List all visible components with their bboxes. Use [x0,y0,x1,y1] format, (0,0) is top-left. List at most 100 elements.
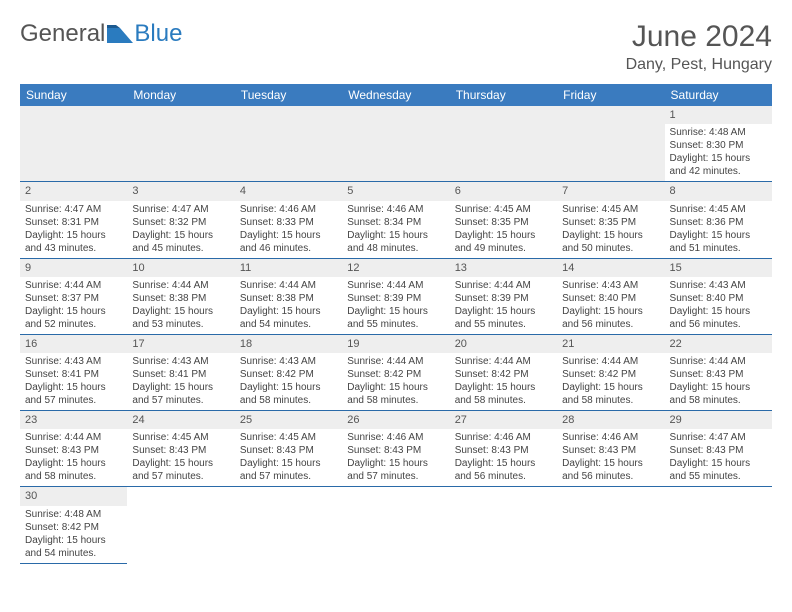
title-block: June 2024 Dany, Pest, Hungary [626,20,772,74]
week-row: 9Sunrise: 4:44 AMSunset: 8:37 PMDaylight… [20,258,772,334]
day-info-line: Sunrise: 4:47 AM [132,203,229,216]
day-cell: 16Sunrise: 4:43 AMSunset: 8:41 PMDayligh… [20,334,127,410]
day-info-line: Sunrise: 4:44 AM [25,279,122,292]
day-info-line: Daylight: 15 hours [240,457,337,470]
day-info-line: and 58 minutes. [562,394,659,407]
weekday-header: Friday [557,84,664,106]
week-row: 23Sunrise: 4:44 AMSunset: 8:43 PMDayligh… [20,411,772,487]
week-row: 16 Sunrise: 4:43 AMSunset: 8:41 PM Dayligh… [20,334,772,410]
day-cell [235,106,342,182]
day-info-line: Sunset: 8:39 PM [347,292,444,305]
day-cell: 19Sunrise: 4:44 AMSunset: 8:42 PMDayligh… [342,334,449,410]
day-info-line: Sunset: 8:35 PM [562,216,659,229]
day-info-line: Sunset: 8:40 PM [670,292,767,305]
day-info-line: Sunset: 8:43 PM [132,444,229,457]
day-info-line: Sunset: 8:38 PM [240,292,337,305]
day-cell: 2Sunrise: 4:47 AMSunset: 8:31 PMDaylight… [20,182,127,258]
day-info-line: Sunrise: 4:45 AM [240,431,337,444]
day-info-line: and 42 minutes. [670,165,767,178]
day-info-line: Sunset: 8:33 PM [240,216,337,229]
day-info-line: Daylight: 15 hours [240,229,337,242]
day-info-line: and 50 minutes. [562,242,659,255]
day-info-line: Sunset: 8:43 PM [670,368,767,381]
day-info-line: Sunrise: 4:46 AM [240,203,337,216]
day-info-line: Daylight: 15 hours [25,305,122,318]
day-info-line: Sunrise: 4:46 AM [562,431,659,444]
day-number: 12 [342,259,449,277]
day-info-line: Sunrise: 4:43 AM [562,279,659,292]
day-info-line: and 43 minutes. [25,242,122,255]
day-info-line: Sunrise: 4:46 AM [347,431,444,444]
day-info-line: and 51 minutes. [670,242,767,255]
day-info-line: Sunset: 8:42 PM [25,521,122,534]
day-cell [557,487,664,563]
day-info-line: and 54 minutes. [240,318,337,331]
day-info-line: Daylight: 15 hours [670,229,767,242]
day-info-line: Daylight: 15 hours [347,381,444,394]
day-info-line: Sunrise: 4:43 AM [132,355,229,368]
day-info-line: Sunset: 8:39 PM [455,292,552,305]
day-number: 28 [557,411,664,429]
day-info-line: Daylight: 15 hours [562,229,659,242]
day-info-line: Sunset: 8:35 PM [455,216,552,229]
day-info-line: Daylight: 15 hours [347,305,444,318]
day-cell: 30Sunrise: 4:48 AMSunset: 8:42 PMDayligh… [20,487,127,563]
day-info-line: Daylight: 15 hours [25,229,122,242]
day-number: 14 [557,259,664,277]
day-info-line: and 57 minutes. [347,470,444,483]
day-info-line: Daylight: 15 hours [562,305,659,318]
day-info-line: and 56 minutes. [670,318,767,331]
logo-text-a: General [20,20,105,48]
day-number: 1 [665,106,772,124]
day-info-line: and 54 minutes. [25,547,122,560]
day-number: 8 [665,182,772,200]
day-info-line: Daylight: 15 hours [455,457,552,470]
day-cell: 8Sunrise: 4:45 AMSunset: 8:36 PMDaylight… [665,182,772,258]
day-number: 13 [450,259,557,277]
day-info-line: Sunset: 8:36 PM [670,216,767,229]
day-info-line: and 55 minutes. [347,318,444,331]
day-info-line: Daylight: 15 hours [132,229,229,242]
day-cell [450,487,557,563]
flag-icon [107,25,133,43]
day-info-line: and 53 minutes. [132,318,229,331]
day-info-line: and 58 minutes. [455,394,552,407]
day-info-line: Sunset: 8:43 PM [347,444,444,457]
day-cell: 17Sunrise: 4:43 AMSunset: 8:41 PMDayligh… [127,334,234,410]
day-number: 27 [450,411,557,429]
day-cell: 26Sunrise: 4:46 AMSunset: 8:43 PMDayligh… [342,411,449,487]
day-number: 25 [235,411,342,429]
day-info-line: and 57 minutes. [240,470,337,483]
day-info-line: Sunset: 8:31 PM [25,216,122,229]
day-cell: 9Sunrise: 4:44 AMSunset: 8:37 PMDaylight… [20,258,127,334]
day-info-line: Sunset: 8:41 PM [132,368,229,381]
day-number: 16 [20,335,127,353]
day-info-line: Daylight: 15 hours [455,305,552,318]
weekday-header: Wednesday [342,84,449,106]
day-number: 19 [342,335,449,353]
month-title: June 2024 [626,20,772,54]
day-number: 2 [20,182,127,200]
day-info-line: and 55 minutes. [670,470,767,483]
day-info-line: Sunrise: 4:46 AM [347,203,444,216]
day-info-line: Sunrise: 4:44 AM [25,431,122,444]
day-info-line: Sunrise: 4:46 AM [455,431,552,444]
day-info-line: Sunrise: 4:44 AM [240,279,337,292]
day-cell [235,487,342,563]
day-number: 17 [127,335,234,353]
day-cell: 27Sunrise: 4:46 AMSunset: 8:43 PMDayligh… [450,411,557,487]
day-number: 24 [127,411,234,429]
day-info-line: Daylight: 15 hours [670,381,767,394]
day-info-line: Sunrise: 4:44 AM [347,279,444,292]
day-cell [665,487,772,563]
day-info-line: Sunrise: 4:47 AM [670,431,767,444]
day-info-line: Sunrise: 4:44 AM [347,355,444,368]
day-number: 21 [557,335,664,353]
day-info-line: and 45 minutes. [132,242,229,255]
day-cell: 15Sunrise: 4:43 AMSunset: 8:40 PMDayligh… [665,258,772,334]
day-number: 29 [665,411,772,429]
day-info-line: Daylight: 15 hours [347,457,444,470]
day-info-line: Daylight: 15 hours [240,305,337,318]
day-info-line: Sunrise: 4:45 AM [132,431,229,444]
weekday-header-row: Sunday Monday Tuesday Wednesday Thursday… [20,84,772,106]
